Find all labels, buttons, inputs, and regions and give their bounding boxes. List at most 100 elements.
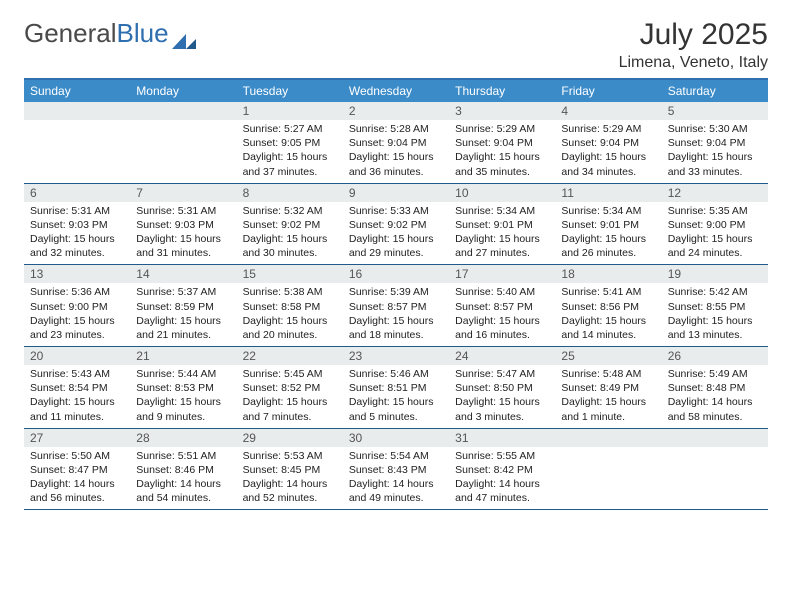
day-number: 6 bbox=[24, 184, 130, 202]
day-details: Sunrise: 5:53 AMSunset: 8:45 PMDaylight:… bbox=[237, 447, 343, 510]
week-row: 27Sunrise: 5:50 AMSunset: 8:47 PMDayligh… bbox=[24, 429, 768, 511]
month-title: July 2025 bbox=[619, 18, 768, 52]
calendar-cell: 5Sunrise: 5:30 AMSunset: 9:04 PMDaylight… bbox=[662, 102, 768, 183]
calendar-cell: 16Sunrise: 5:39 AMSunset: 8:57 PMDayligh… bbox=[343, 265, 449, 346]
day-details: Sunrise: 5:33 AMSunset: 9:02 PMDaylight:… bbox=[343, 202, 449, 265]
day-details: Sunrise: 5:36 AMSunset: 9:00 PMDaylight:… bbox=[24, 283, 130, 346]
calendar-cell: 7Sunrise: 5:31 AMSunset: 9:03 PMDaylight… bbox=[130, 184, 236, 265]
day-of-week-header: Friday bbox=[555, 80, 661, 102]
day-details: Sunrise: 5:32 AMSunset: 9:02 PMDaylight:… bbox=[237, 202, 343, 265]
day-number: 11 bbox=[555, 184, 661, 202]
day-details: Sunrise: 5:40 AMSunset: 8:57 PMDaylight:… bbox=[449, 283, 555, 346]
day-details: Sunrise: 5:42 AMSunset: 8:55 PMDaylight:… bbox=[662, 283, 768, 346]
day-details bbox=[24, 120, 130, 180]
day-details: Sunrise: 5:27 AMSunset: 9:05 PMDaylight:… bbox=[237, 120, 343, 183]
day-number: 30 bbox=[343, 429, 449, 447]
calendar-cell: 14Sunrise: 5:37 AMSunset: 8:59 PMDayligh… bbox=[130, 265, 236, 346]
day-number bbox=[24, 102, 130, 120]
calendar-cell: 31Sunrise: 5:55 AMSunset: 8:42 PMDayligh… bbox=[449, 429, 555, 510]
calendar-cell: 26Sunrise: 5:49 AMSunset: 8:48 PMDayligh… bbox=[662, 347, 768, 428]
day-details bbox=[130, 120, 236, 180]
calendar-cell bbox=[662, 429, 768, 510]
calendar-cell: 29Sunrise: 5:53 AMSunset: 8:45 PMDayligh… bbox=[237, 429, 343, 510]
day-of-week-header: Tuesday bbox=[237, 80, 343, 102]
day-details: Sunrise: 5:28 AMSunset: 9:04 PMDaylight:… bbox=[343, 120, 449, 183]
day-number: 16 bbox=[343, 265, 449, 283]
calendar-cell: 18Sunrise: 5:41 AMSunset: 8:56 PMDayligh… bbox=[555, 265, 661, 346]
brand-mark-icon bbox=[172, 25, 198, 43]
calendar-cell: 10Sunrise: 5:34 AMSunset: 9:01 PMDayligh… bbox=[449, 184, 555, 265]
brand-logo: GeneralBlue bbox=[24, 18, 198, 49]
day-number: 20 bbox=[24, 347, 130, 365]
calendar-cell: 27Sunrise: 5:50 AMSunset: 8:47 PMDayligh… bbox=[24, 429, 130, 510]
day-number: 5 bbox=[662, 102, 768, 120]
day-details: Sunrise: 5:34 AMSunset: 9:01 PMDaylight:… bbox=[449, 202, 555, 265]
day-details: Sunrise: 5:54 AMSunset: 8:43 PMDaylight:… bbox=[343, 447, 449, 510]
day-of-week-header: Monday bbox=[130, 80, 236, 102]
day-number: 4 bbox=[555, 102, 661, 120]
calendar-cell: 28Sunrise: 5:51 AMSunset: 8:46 PMDayligh… bbox=[130, 429, 236, 510]
calendar-cell: 11Sunrise: 5:34 AMSunset: 9:01 PMDayligh… bbox=[555, 184, 661, 265]
day-details: Sunrise: 5:35 AMSunset: 9:00 PMDaylight:… bbox=[662, 202, 768, 265]
brand-part2: Blue bbox=[117, 18, 169, 49]
day-details bbox=[662, 447, 768, 507]
weeks-container: 1Sunrise: 5:27 AMSunset: 9:05 PMDaylight… bbox=[24, 102, 768, 510]
day-number: 19 bbox=[662, 265, 768, 283]
day-number: 18 bbox=[555, 265, 661, 283]
day-details: Sunrise: 5:47 AMSunset: 8:50 PMDaylight:… bbox=[449, 365, 555, 428]
day-details: Sunrise: 5:38 AMSunset: 8:58 PMDaylight:… bbox=[237, 283, 343, 346]
calendar-cell bbox=[24, 102, 130, 183]
day-number: 28 bbox=[130, 429, 236, 447]
calendar-cell: 6Sunrise: 5:31 AMSunset: 9:03 PMDaylight… bbox=[24, 184, 130, 265]
day-details: Sunrise: 5:31 AMSunset: 9:03 PMDaylight:… bbox=[130, 202, 236, 265]
day-details: Sunrise: 5:29 AMSunset: 9:04 PMDaylight:… bbox=[555, 120, 661, 183]
calendar-cell: 2Sunrise: 5:28 AMSunset: 9:04 PMDaylight… bbox=[343, 102, 449, 183]
day-details: Sunrise: 5:31 AMSunset: 9:03 PMDaylight:… bbox=[24, 202, 130, 265]
calendar-cell: 9Sunrise: 5:33 AMSunset: 9:02 PMDaylight… bbox=[343, 184, 449, 265]
calendar-cell: 20Sunrise: 5:43 AMSunset: 8:54 PMDayligh… bbox=[24, 347, 130, 428]
calendar-cell: 25Sunrise: 5:48 AMSunset: 8:49 PMDayligh… bbox=[555, 347, 661, 428]
day-details: Sunrise: 5:39 AMSunset: 8:57 PMDaylight:… bbox=[343, 283, 449, 346]
day-details: Sunrise: 5:55 AMSunset: 8:42 PMDaylight:… bbox=[449, 447, 555, 510]
day-details: Sunrise: 5:37 AMSunset: 8:59 PMDaylight:… bbox=[130, 283, 236, 346]
calendar-cell bbox=[555, 429, 661, 510]
day-number: 1 bbox=[237, 102, 343, 120]
day-number: 23 bbox=[343, 347, 449, 365]
day-number bbox=[130, 102, 236, 120]
day-details: Sunrise: 5:45 AMSunset: 8:52 PMDaylight:… bbox=[237, 365, 343, 428]
day-details bbox=[555, 447, 661, 507]
day-details: Sunrise: 5:43 AMSunset: 8:54 PMDaylight:… bbox=[24, 365, 130, 428]
day-number: 14 bbox=[130, 265, 236, 283]
week-row: 6Sunrise: 5:31 AMSunset: 9:03 PMDaylight… bbox=[24, 184, 768, 266]
day-number: 12 bbox=[662, 184, 768, 202]
day-details: Sunrise: 5:44 AMSunset: 8:53 PMDaylight:… bbox=[130, 365, 236, 428]
day-number: 22 bbox=[237, 347, 343, 365]
calendar-cell: 12Sunrise: 5:35 AMSunset: 9:00 PMDayligh… bbox=[662, 184, 768, 265]
day-of-week-header: Thursday bbox=[449, 80, 555, 102]
day-number: 24 bbox=[449, 347, 555, 365]
day-details: Sunrise: 5:49 AMSunset: 8:48 PMDaylight:… bbox=[662, 365, 768, 428]
day-number: 8 bbox=[237, 184, 343, 202]
calendar-cell: 22Sunrise: 5:45 AMSunset: 8:52 PMDayligh… bbox=[237, 347, 343, 428]
day-number: 26 bbox=[662, 347, 768, 365]
day-details: Sunrise: 5:41 AMSunset: 8:56 PMDaylight:… bbox=[555, 283, 661, 346]
calendar-cell: 19Sunrise: 5:42 AMSunset: 8:55 PMDayligh… bbox=[662, 265, 768, 346]
calendar-grid: SundayMondayTuesdayWednesdayThursdayFrid… bbox=[24, 78, 768, 510]
calendar-cell: 21Sunrise: 5:44 AMSunset: 8:53 PMDayligh… bbox=[130, 347, 236, 428]
day-number bbox=[555, 429, 661, 447]
calendar-cell: 13Sunrise: 5:36 AMSunset: 9:00 PMDayligh… bbox=[24, 265, 130, 346]
header: GeneralBlue July 2025 Limena, Veneto, It… bbox=[24, 18, 768, 72]
calendar-cell: 1Sunrise: 5:27 AMSunset: 9:05 PMDaylight… bbox=[237, 102, 343, 183]
day-of-week-header: Saturday bbox=[662, 80, 768, 102]
calendar-cell: 15Sunrise: 5:38 AMSunset: 8:58 PMDayligh… bbox=[237, 265, 343, 346]
calendar-cell: 30Sunrise: 5:54 AMSunset: 8:43 PMDayligh… bbox=[343, 429, 449, 510]
brand-part1: General bbox=[24, 18, 117, 49]
day-details: Sunrise: 5:29 AMSunset: 9:04 PMDaylight:… bbox=[449, 120, 555, 183]
day-number: 9 bbox=[343, 184, 449, 202]
day-number: 31 bbox=[449, 429, 555, 447]
calendar-cell: 17Sunrise: 5:40 AMSunset: 8:57 PMDayligh… bbox=[449, 265, 555, 346]
location-label: Limena, Veneto, Italy bbox=[619, 54, 768, 72]
day-number: 21 bbox=[130, 347, 236, 365]
day-number: 3 bbox=[449, 102, 555, 120]
day-details: Sunrise: 5:51 AMSunset: 8:46 PMDaylight:… bbox=[130, 447, 236, 510]
